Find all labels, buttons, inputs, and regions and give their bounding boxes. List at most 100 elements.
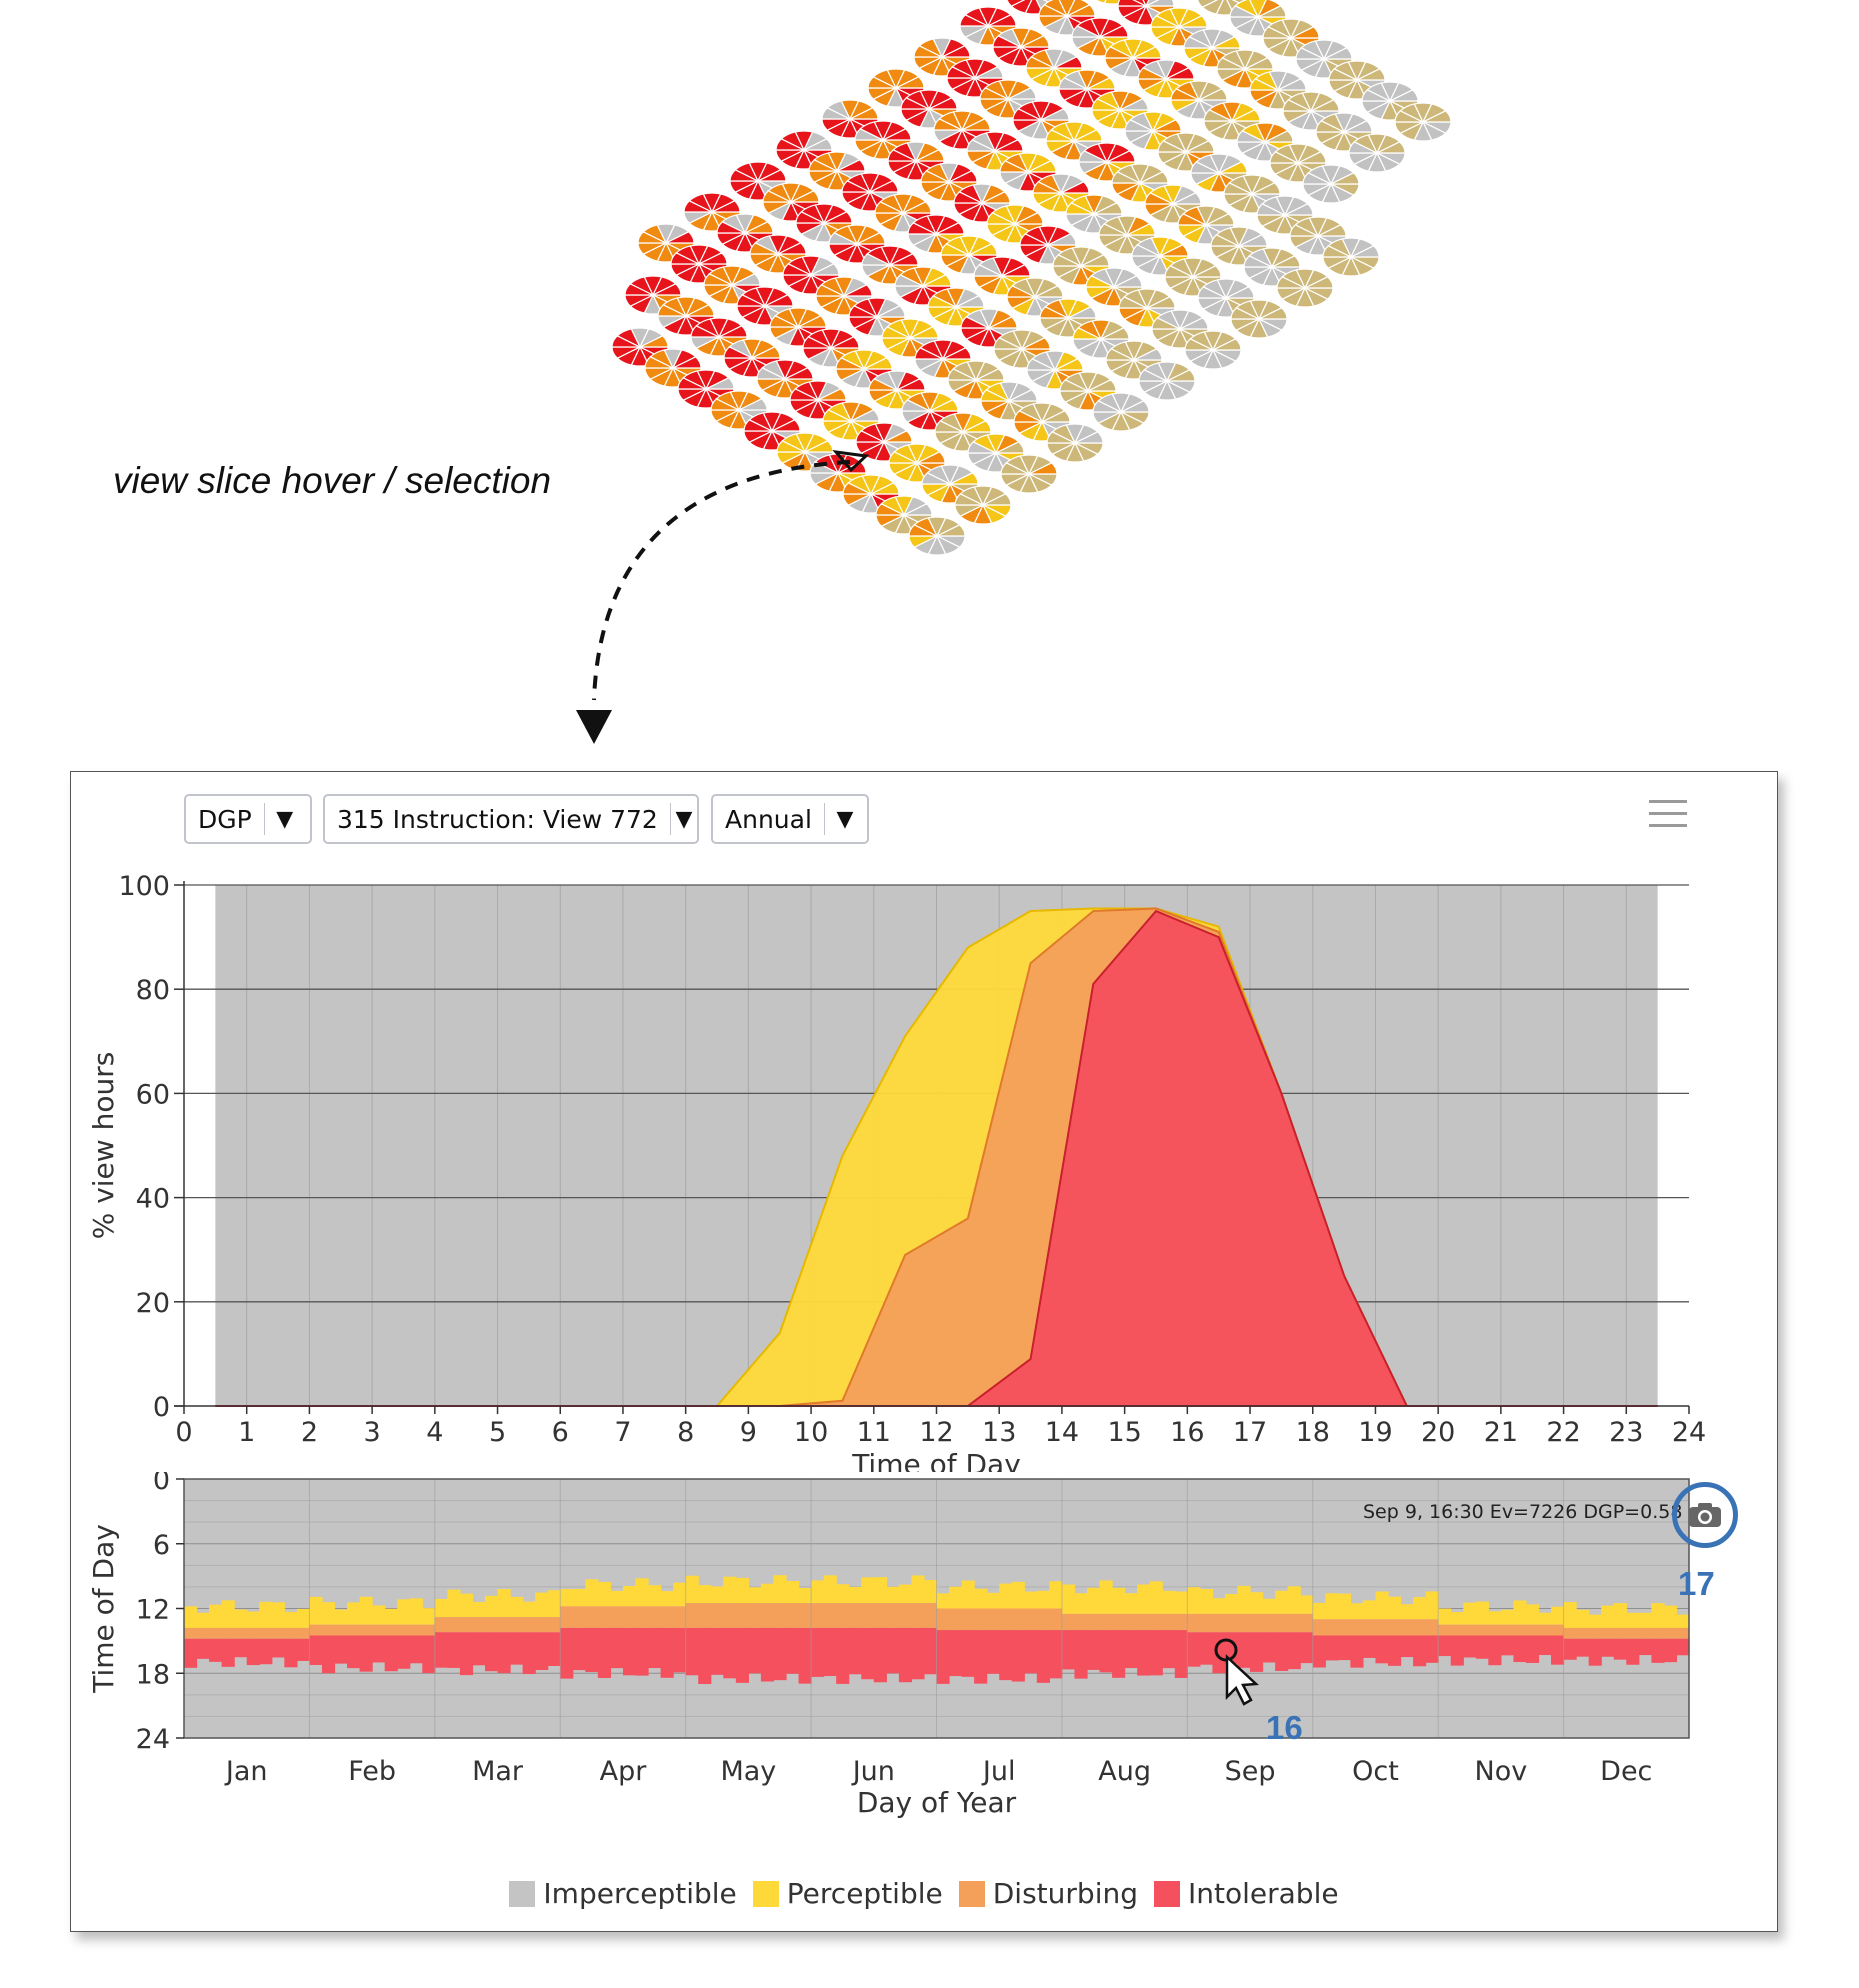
view-pie[interactable]: [920, 162, 978, 202]
view-pie[interactable]: [1138, 361, 1196, 401]
view-pie[interactable]: [908, 516, 966, 556]
view-pie[interactable]: [657, 296, 715, 336]
legend-item-disturbing[interactable]: Disturbing: [958, 1877, 1138, 1910]
view-pie[interactable]: [934, 412, 992, 452]
legend-label: Imperceptible: [543, 1877, 737, 1910]
heat-cell-disturbing: [434, 1617, 448, 1633]
heat-cell-intolerable: [1099, 1630, 1113, 1673]
view-pie[interactable]: [1216, 49, 1274, 89]
pie-slice: [836, 159, 866, 172]
heat-cell-intolerable: [648, 1627, 662, 1669]
heat-cell-perceptible: [974, 1588, 988, 1609]
view-pie[interactable]: [1000, 454, 1058, 494]
x-tick-label: 0: [175, 1417, 192, 1448]
view-pie[interactable]: [716, 213, 774, 253]
heat-cell-perceptible: [923, 1580, 938, 1604]
view-pie[interactable]: [1098, 215, 1156, 255]
chart-legend: Imperceptible Perceptible Disturbing Int…: [71, 1877, 1777, 1910]
heat-cell-perceptible: [1199, 1589, 1214, 1614]
view-pie[interactable]: [979, 79, 1037, 119]
view-pie[interactable]: [1276, 268, 1334, 308]
view-pie[interactable]: [1262, 18, 1320, 58]
view-pie[interactable]: [729, 161, 787, 201]
view-pie[interactable]: [1045, 121, 1103, 161]
view-slice-pie-grid[interactable]: [0, 0, 1859, 700]
view-pie[interactable]: [776, 432, 834, 472]
heat-cell-disturbing: [1262, 1613, 1276, 1633]
legend-item-imperceptible[interactable]: Imperceptible: [509, 1877, 737, 1910]
metric-dropdown[interactable]: DGP ▼: [184, 794, 312, 844]
view-pie[interactable]: [967, 433, 1025, 473]
view-pie[interactable]: [841, 172, 899, 212]
view-pie[interactable]: [1085, 267, 1143, 307]
view-pie[interactable]: [954, 485, 1012, 525]
legend-item-intolerable[interactable]: Intolerable: [1154, 1877, 1339, 1910]
pie-slice: [1244, 57, 1274, 70]
view-pie[interactable]: [1348, 133, 1406, 173]
pie-slice: [1142, 0, 1150, 8]
hamburger-menu-icon[interactable]: [1649, 800, 1687, 832]
view-pie[interactable]: [854, 120, 912, 160]
view-pie[interactable]: [1295, 39, 1353, 79]
view-pie[interactable]: [874, 193, 932, 233]
view-pie[interactable]: [611, 327, 669, 367]
view-pie[interactable]: [710, 390, 768, 430]
heat-cell-disturbing: [811, 1603, 825, 1628]
view-pie[interactable]: [756, 359, 814, 399]
heat-cell-disturbing: [1475, 1624, 1489, 1636]
view-pie[interactable]: [1184, 330, 1242, 370]
heat-cell-disturbing: [974, 1608, 988, 1631]
view-pie[interactable]: [835, 349, 893, 389]
view-pie[interactable]: [1302, 164, 1360, 204]
heat-cell-disturbing: [246, 1627, 260, 1639]
view-pie[interactable]: [881, 318, 939, 358]
view-pie[interactable]: [637, 223, 695, 263]
view-pie[interactable]: [1394, 102, 1452, 142]
view-pie[interactable]: [1322, 237, 1380, 277]
view-pie[interactable]: [1105, 340, 1163, 380]
view-pie[interactable]: [1230, 299, 1288, 339]
heat-cell-perceptible: [397, 1599, 411, 1625]
view-pie[interactable]: [1150, 7, 1208, 47]
view-pie[interactable]: [1072, 319, 1130, 359]
view-pie[interactable]: [933, 110, 991, 150]
view-pie[interactable]: [980, 381, 1038, 421]
heat-cell-perceptible: [1237, 1585, 1251, 1614]
pie-slice: [731, 273, 761, 286]
view-pie[interactable]: [888, 443, 946, 483]
heat-cell-intolerable: [786, 1627, 800, 1674]
view-pie[interactable]: [1071, 17, 1129, 57]
view-pie[interactable]: [1046, 423, 1104, 463]
pie-slice: [790, 190, 820, 203]
legend-item-perceptible[interactable]: Perceptible: [752, 1877, 943, 1910]
heat-cell-perceptible: [635, 1578, 649, 1607]
view-pie[interactable]: [1092, 392, 1150, 432]
heat-cell-intolerable: [271, 1638, 285, 1658]
view-pie[interactable]: [1315, 112, 1373, 152]
view-pie[interactable]: [1058, 69, 1116, 109]
view-pie[interactable]: [802, 328, 860, 368]
view-pie[interactable]: [1157, 132, 1215, 172]
heat-cell-perceptible: [447, 1589, 461, 1618]
period-dropdown[interactable]: Annual ▼: [711, 794, 869, 844]
heat-cell-perceptible: [209, 1604, 223, 1628]
view-dropdown[interactable]: 315 Instruction: View 772 ▼: [323, 794, 699, 844]
pie-slice: [942, 347, 972, 360]
pie-slice: [1231, 109, 1261, 122]
view-pie[interactable]: [815, 276, 873, 316]
view-pie[interactable]: [1223, 174, 1281, 214]
heat-cell-disturbing: [472, 1617, 486, 1633]
heat-cell-perceptible: [1212, 1598, 1226, 1614]
view-pie[interactable]: [907, 214, 965, 254]
view-pie[interactable]: [927, 287, 985, 327]
heat-cell-disturbing: [510, 1617, 524, 1633]
view-pie[interactable]: [875, 495, 933, 535]
camera-button[interactable]: [1672, 1482, 1738, 1548]
view-pie[interactable]: [743, 411, 801, 451]
x-tick-label: 7: [614, 1417, 631, 1448]
camera-callout-number: 17: [1678, 1565, 1715, 1602]
pie-slice: [882, 128, 912, 141]
view-pie[interactable]: [1104, 38, 1162, 78]
pie-slice: [1146, 296, 1176, 309]
heatmap-chart[interactable]: 0 6 12 18 24 Jan Feb Mar Apr May Jun Jul Aug Sep Oct No…: [71, 1472, 1777, 1912]
